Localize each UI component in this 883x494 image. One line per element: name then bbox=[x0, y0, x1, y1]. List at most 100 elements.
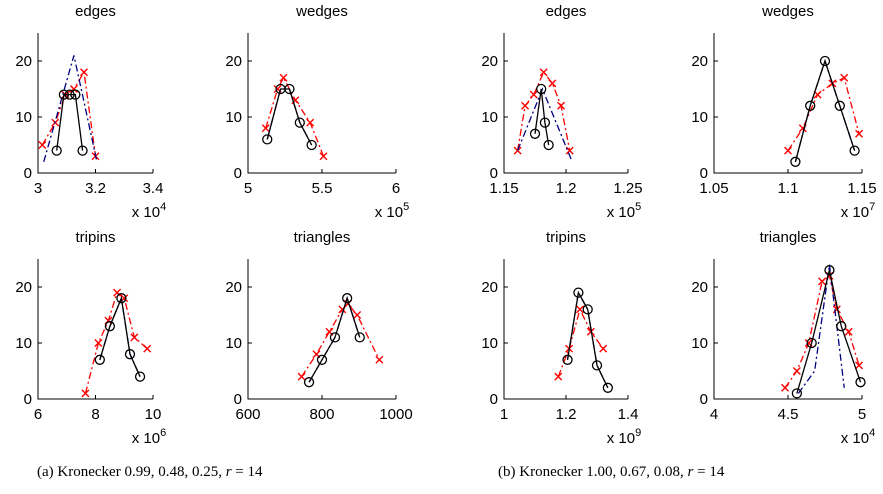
data-point-model bbox=[840, 73, 849, 82]
x-tick-label: 6 bbox=[34, 406, 42, 423]
data-point-observed bbox=[591, 360, 603, 371]
subplot-6: wedges 1.05 1.1 1.15 0 10 20 x 107 bbox=[691, 3, 876, 221]
x-tick-label: 10 bbox=[145, 406, 162, 423]
data-point-model bbox=[38, 141, 47, 149]
data-point-model bbox=[297, 372, 306, 381]
x-tick-label: 1000 bbox=[379, 406, 412, 423]
y-tick-label: 10 bbox=[481, 109, 498, 126]
data-point-observed bbox=[116, 293, 127, 304]
data-point-model bbox=[375, 355, 384, 364]
data-point-observed bbox=[849, 145, 860, 156]
data-point-model bbox=[539, 68, 548, 77]
x-exponent-label: x 105 bbox=[375, 201, 409, 221]
caption-b-r: r bbox=[687, 464, 694, 480]
data-point-model bbox=[80, 68, 88, 77]
x-exponent-label: x 106 bbox=[132, 427, 166, 447]
subplot-2: wedges 5 5.5 6 0 10 20 x 105 bbox=[225, 3, 409, 221]
data-point-model bbox=[792, 367, 801, 375]
subplot-1: edges 3 3.2 3.4 0 10 20 x 104 bbox=[15, 3, 166, 221]
x-tick-label: 4 bbox=[710, 406, 718, 423]
data-point-observed bbox=[303, 377, 315, 388]
data-point-observed bbox=[573, 287, 584, 298]
series-line-observed bbox=[534, 88, 550, 146]
x-tick-label: 1.05 bbox=[699, 180, 728, 197]
x-tick-label: 4.5 bbox=[778, 406, 799, 423]
data-point-observed bbox=[539, 117, 551, 128]
data-point-model bbox=[548, 79, 557, 88]
x-tick-label: 600 bbox=[235, 406, 260, 423]
subplot-title: tripins bbox=[75, 229, 115, 246]
data-point-model bbox=[521, 101, 530, 110]
data-point-observed bbox=[562, 354, 573, 365]
data-point-observed bbox=[306, 139, 317, 151]
y-tick-label: 10 bbox=[691, 335, 708, 352]
caption-b-rest: = 14 bbox=[693, 464, 725, 480]
data-point-observed bbox=[342, 293, 353, 304]
y-tick-label: 0 bbox=[24, 165, 32, 182]
x-tick-label: 5 bbox=[244, 180, 252, 197]
data-point-observed bbox=[790, 156, 801, 167]
axes-spine bbox=[503, 259, 628, 400]
y-tick-label: 20 bbox=[15, 53, 32, 70]
subplot-4: triangles 600 800 1000 0 10 20 bbox=[225, 229, 412, 423]
x-tick-label: 800 bbox=[309, 406, 334, 423]
caption-b-prefix: (b) Kronecker 1.00, 0.67, 0.08, bbox=[498, 464, 688, 480]
x-exponent-label: x 109 bbox=[607, 427, 641, 447]
y-tick-label: 10 bbox=[15, 335, 32, 352]
x-tick-label: 3 bbox=[34, 180, 42, 197]
data-point-observed bbox=[262, 134, 273, 145]
y-tick-label: 20 bbox=[481, 279, 498, 296]
series-line-model bbox=[557, 307, 604, 377]
y-tick-label: 0 bbox=[700, 165, 708, 182]
y-tick-label: 20 bbox=[225, 53, 242, 70]
x-tick-label: 1.2 bbox=[556, 406, 577, 423]
data-point-model bbox=[554, 372, 563, 381]
data-point-model bbox=[599, 344, 608, 353]
series-line-fit bbox=[43, 55, 98, 162]
subplot-5: edges 1.15 1.2 1.25 0 10 20 x 105 bbox=[481, 3, 642, 221]
data-point-observed bbox=[124, 349, 136, 360]
data-point-model bbox=[130, 333, 139, 342]
x-tick-label: 1.15 bbox=[489, 180, 518, 197]
y-tick-label: 0 bbox=[490, 165, 498, 182]
y-tick-label: 10 bbox=[225, 335, 242, 352]
x-exponent-label: x 105 bbox=[607, 201, 641, 221]
series-line-observed bbox=[56, 93, 84, 151]
data-point-observed bbox=[582, 304, 593, 315]
y-tick-label: 20 bbox=[15, 279, 32, 296]
y-tick-label: 20 bbox=[225, 279, 242, 296]
x-tick-label: 1.1 bbox=[778, 180, 799, 197]
y-tick-label: 0 bbox=[700, 391, 708, 408]
y-tick-label: 10 bbox=[15, 109, 32, 126]
data-point-observed bbox=[529, 128, 541, 139]
y-tick-label: 10 bbox=[481, 335, 498, 352]
data-point-observed bbox=[294, 117, 305, 128]
data-point-model bbox=[353, 311, 362, 319]
data-point-model bbox=[319, 152, 328, 161]
x-tick-label: 1.4 bbox=[618, 406, 639, 423]
data-point-observed bbox=[855, 377, 866, 388]
data-point-model bbox=[113, 288, 122, 297]
caption-a-r: r bbox=[225, 464, 232, 480]
data-point-observed bbox=[824, 265, 835, 276]
y-tick-label: 0 bbox=[490, 391, 498, 408]
x-tick-label: 8 bbox=[91, 406, 99, 423]
data-point-observed bbox=[791, 388, 803, 399]
y-tick-label: 10 bbox=[691, 109, 708, 126]
x-exponent-label: x 104 bbox=[841, 427, 875, 447]
data-point-model bbox=[143, 344, 152, 353]
axes-spine bbox=[247, 259, 396, 400]
series-line-fit bbox=[566, 290, 609, 389]
data-point-observed bbox=[316, 354, 328, 365]
subplot-7: tripins 1 1.2 1.4 0 10 20 x 109 bbox=[481, 229, 641, 447]
series-line-model bbox=[265, 76, 325, 157]
y-tick-label: 20 bbox=[691, 279, 708, 296]
subplot-title: tripins bbox=[546, 229, 586, 246]
subplot-3: tripins 6 8 10 0 10 20 x 106 bbox=[15, 229, 166, 447]
data-point-observed bbox=[104, 321, 116, 332]
data-point-model bbox=[784, 146, 792, 155]
subplot-8: triangles 4 4.5 5 0 10 20 x 104 bbox=[691, 229, 875, 447]
subplot-title: wedges bbox=[295, 3, 348, 20]
series-line-observed bbox=[99, 295, 141, 377]
y-tick-label: 10 bbox=[225, 109, 242, 126]
